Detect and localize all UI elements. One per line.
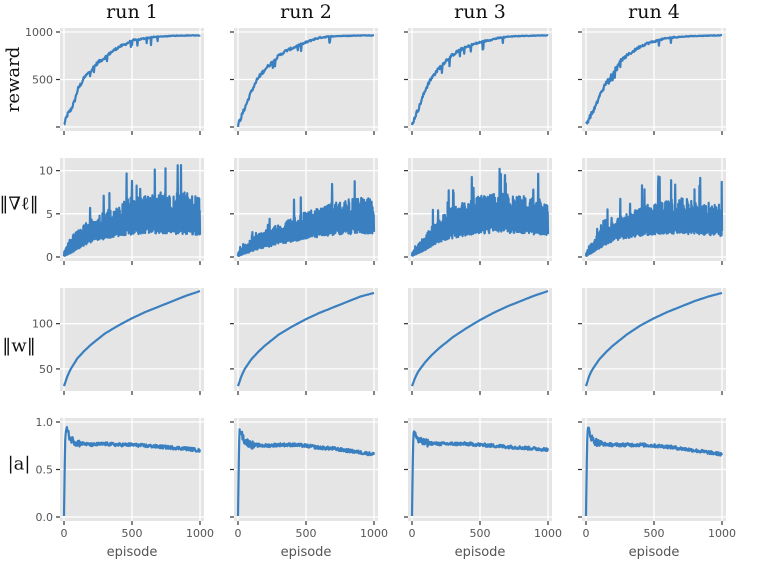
series-line-action_mag [236,428,375,517]
panel-weight_norm-run3 [404,288,552,395]
y-tick-label: 5 [46,208,53,221]
y-tick-label: 50 [39,363,53,376]
x-tick-label: 1000 [708,527,736,540]
x-tick-label: 1000 [186,527,214,540]
x-tick-label: 500 [296,527,317,540]
column-title: run 3 [454,1,506,23]
panel-weight_norm-run1: 50 100 [32,288,204,395]
panel-grad-run2 [230,158,378,265]
panel-action_mag-run4: 0 500 1000 episode [578,418,736,560]
x-tick-label: 1000 [534,527,562,540]
column-title: run 4 [628,1,680,23]
series-line-weight_norm [62,290,201,387]
row-ylabel: ‖∇ℓ‖ [0,194,39,215]
x-tick-label: 0 [583,527,590,540]
y-tick-label: 500 [32,74,53,87]
panel-reward-run2 [230,28,378,135]
panel-grad-run3 [404,158,552,265]
x-axis-label: episode [281,545,332,560]
series-line-grad [236,180,376,257]
series-line-reward [410,34,549,126]
x-tick-label: 500 [644,527,665,540]
y-tick-label: 0.5 [36,464,54,477]
x-tick-label: 0 [409,527,416,540]
series-line-action_mag [62,426,201,517]
series-line-reward [63,34,201,126]
column-title: run 2 [280,1,332,23]
panel-action_mag-run3: 0 500 1000 episode [404,418,562,560]
row-ylabel: ‖w‖ [2,336,35,357]
panel-action_mag-run1: 0.0 0.5 1.0 0 500 1000 episode [36,416,215,560]
x-tick-label: 1000 [360,527,388,540]
x-axis-label: episode [629,545,680,560]
panel-grad-run4 [578,158,726,265]
row-ylabel: reward [3,47,24,113]
x-axis-label: episode [107,545,158,560]
panel-reward-run4 [578,28,726,135]
panel-reward-run1: 500 1000 [25,26,204,135]
x-tick-label: 0 [235,527,242,540]
y-tick-label: 10 [39,165,53,178]
series-line-weight_norm [236,291,375,387]
series-line-weight_norm [410,290,549,387]
series-line-weight_norm [584,291,723,387]
y-tick-label: 0.0 [36,511,54,524]
row-ylabel: |a| [8,454,31,475]
series-line-grad [584,175,724,257]
x-tick-label: 0 [61,527,68,540]
panel-weight_norm-run2 [230,288,378,395]
series-line-grad [410,167,550,257]
series-line-grad [62,164,202,257]
panel-action_mag-run2: 0 500 1000 episode [230,418,388,560]
panel-weight_norm-run4 [578,288,726,395]
column-title: run 1 [106,1,158,23]
x-axis-label: episode [455,545,506,560]
y-tick-label: 1000 [25,26,53,39]
x-tick-label: 500 [122,527,143,540]
series-line-reward [585,34,723,125]
y-tick-label: 0 [46,251,53,264]
series-line-action_mag [410,430,549,517]
y-tick-label: 100 [32,318,53,331]
panel-reward-run3 [404,28,552,135]
panel-grad-run1: 0 5 10 [39,158,204,265]
series-line-action_mag [584,426,723,517]
y-tick-label: 1.0 [36,416,54,429]
x-tick-label: 500 [470,527,491,540]
series-line-reward [236,34,375,128]
